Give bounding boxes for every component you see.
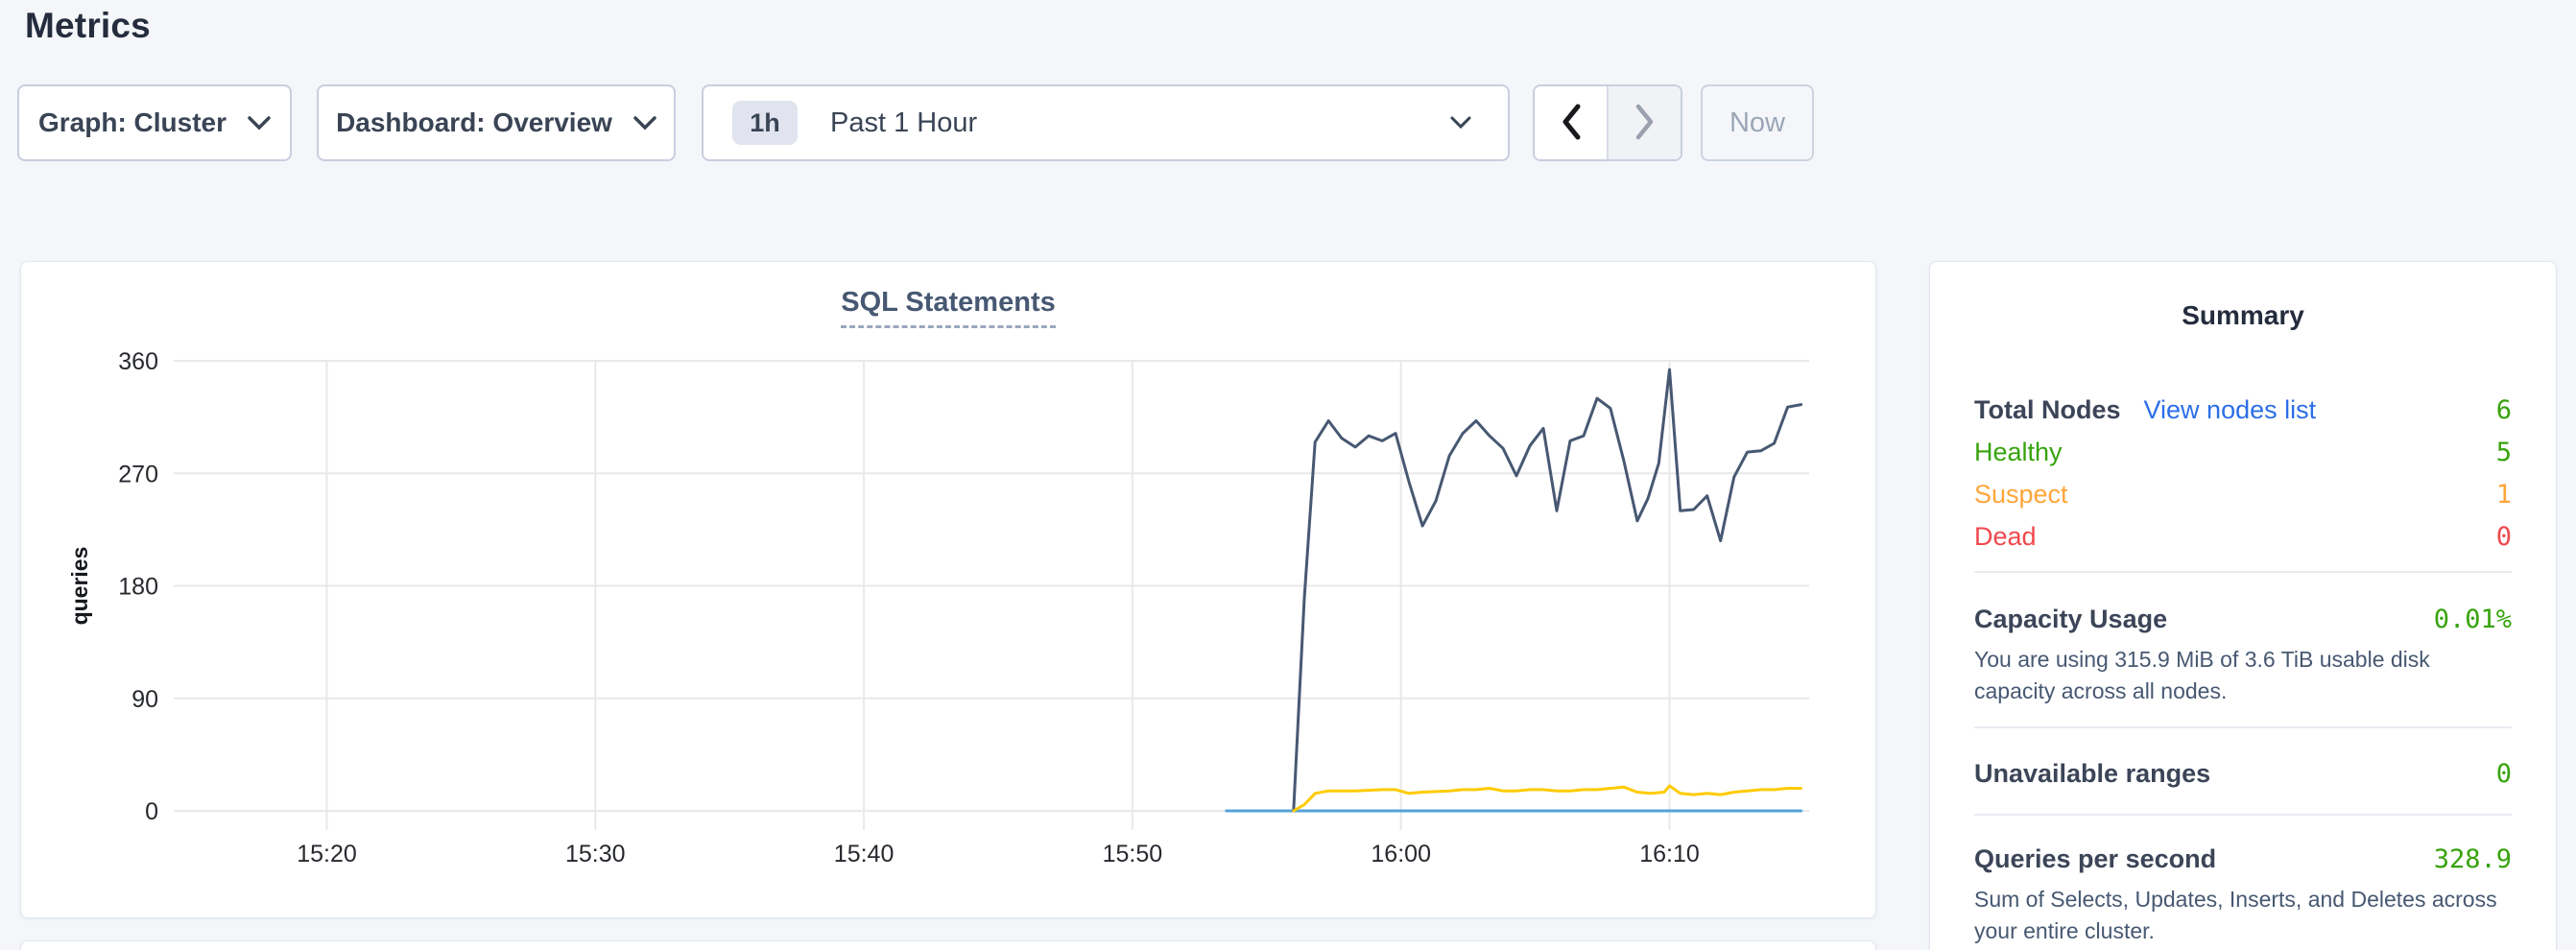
sql-statements-chart[interactable]: 0 90 180 270 360 15:20 15:30 15:40 15:50 16:00 16:… — [21, 262, 1877, 919]
toolbar: Graph: Cluster Dashboard: Overview 1h Pa… — [0, 84, 2576, 161]
chevron-down-icon — [633, 115, 656, 131]
svg-text:0: 0 — [145, 798, 158, 825]
healthy-value: 5 — [2495, 437, 2512, 467]
chart-title: SQL Statements — [841, 287, 1056, 328]
capacity-usage-value: 0.01% — [2433, 604, 2512, 634]
total-nodes-label: Total Nodes — [1974, 394, 2121, 424]
divider — [1974, 814, 2512, 816]
chevron-right-icon — [1634, 103, 1657, 144]
chart-card: SQL Statements 0 90 180 270 360 15:20 15:30 15:… — [20, 261, 1876, 918]
unavailable-ranges-value: 0 — [2495, 758, 2512, 789]
svg-text:queries: queries — [67, 547, 92, 626]
svg-text:16:10: 16:10 — [1639, 841, 1700, 867]
svg-text:16:00: 16:00 — [1371, 841, 1431, 867]
unavailable-ranges-row: Unavailable ranges 0 — [1974, 752, 2512, 795]
node-counts-block: Total Nodes View nodes list 6 Healthy 5 … — [1974, 389, 2512, 558]
time-range-badge: 1h — [732, 101, 798, 145]
capacity-usage-description: You are using 315.9 MiB of 3.6 TiB usabl… — [1974, 647, 2430, 703]
summary-card: Summary Total Nodes View nodes list 6 He… — [1929, 261, 2557, 950]
chart-title-wrap: SQL Statements — [21, 287, 1875, 328]
summary-title: Summary — [2182, 300, 2304, 330]
suspect-label: Suspect — [1974, 479, 2068, 509]
svg-text:180: 180 — [118, 574, 158, 601]
chevron-down-icon — [248, 115, 271, 131]
divider — [1974, 726, 2512, 728]
capacity-usage-row: Capacity Usage 0.01% — [1974, 598, 2512, 640]
svg-text:15:50: 15:50 — [1103, 841, 1163, 867]
capacity-usage-label: Capacity Usage — [1974, 604, 2168, 633]
graph-dropdown[interactable]: Graph: Cluster — [17, 84, 292, 161]
next-chart-card — [20, 940, 1876, 950]
queries-per-second-label: Queries per second — [1974, 843, 2217, 873]
queries-per-second-value: 328.9 — [2433, 843, 2512, 874]
dead-value: 0 — [2495, 521, 2512, 552]
svg-text:270: 270 — [118, 461, 158, 487]
svg-text:90: 90 — [131, 686, 158, 713]
time-range-label: Past 1 Hour — [830, 107, 978, 138]
dashboard-dropdown-label: Dashboard: Overview — [336, 107, 612, 137]
dashboard-dropdown[interactable]: Dashboard: Overview — [317, 84, 676, 161]
prev-time-button[interactable] — [1535, 86, 1607, 159]
chevron-left-icon — [1560, 103, 1583, 144]
chevron-down-icon — [1450, 116, 1471, 130]
svg-text:15:40: 15:40 — [834, 841, 894, 867]
total-nodes-row: Total Nodes View nodes list 6 — [1974, 389, 2512, 431]
time-step-buttons — [1533, 84, 1682, 161]
suspect-nodes-row: Suspect 1 — [1974, 473, 2512, 515]
svg-text:360: 360 — [118, 348, 158, 375]
suspect-value: 1 — [2495, 479, 2512, 510]
page-title: Metrics — [25, 6, 151, 45]
queries-per-second-description: Sum of Selects, Updates, Inserts, and De… — [1974, 887, 2497, 943]
svg-text:15:20: 15:20 — [297, 841, 357, 867]
healthy-label: Healthy — [1974, 437, 2063, 466]
healthy-nodes-row: Healthy 5 — [1974, 431, 2512, 473]
time-range-selector[interactable]: 1h Past 1 Hour — [702, 84, 1510, 161]
dead-nodes-row: Dead 0 — [1974, 515, 2512, 558]
now-button[interactable]: Now — [1701, 84, 1814, 161]
dead-label: Dead — [1974, 521, 2037, 551]
divider — [1974, 571, 2512, 573]
svg-text:15:30: 15:30 — [565, 841, 626, 867]
graph-dropdown-label: Graph: Cluster — [37, 107, 227, 137]
next-time-button[interactable] — [1607, 86, 1681, 159]
total-nodes-value: 6 — [2495, 394, 2512, 425]
queries-per-second-row: Queries per second 328.9 — [1974, 838, 2512, 880]
view-nodes-list-link[interactable]: View nodes list — [2143, 394, 2317, 424]
unavailable-ranges-label: Unavailable ranges — [1974, 758, 2211, 788]
